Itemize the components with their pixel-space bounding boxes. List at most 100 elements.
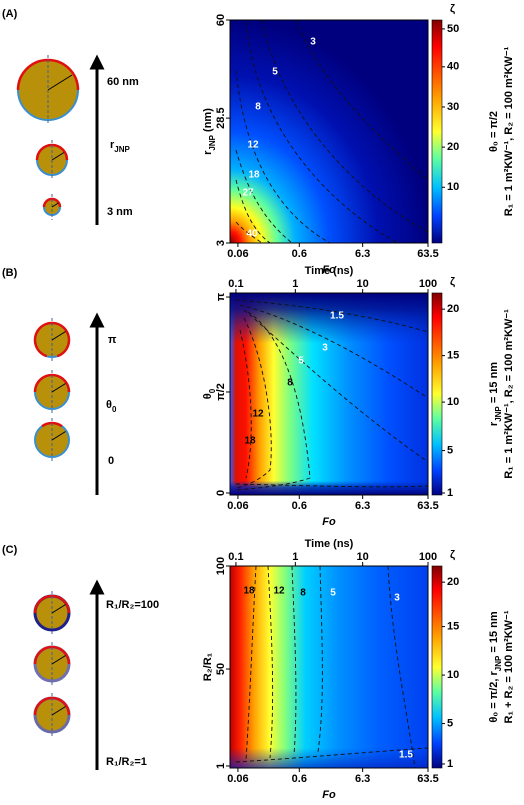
colorbar-tick-label: 15 [447,621,459,633]
condition-part: JNP [494,406,503,422]
particle-radius [51,202,59,208]
top-tick-label: 10 [357,551,369,563]
x-tick-label: 6.3 [355,500,370,512]
contour-label: 5 [272,67,278,78]
plot-frame [229,565,429,769]
contour-label: 1.5 [399,750,413,761]
colorbar-tick-label: 10 [447,396,459,408]
condition-part: = 15 nm [488,611,500,656]
y-tick-label: π [215,292,227,301]
contour-line [245,21,399,244]
condition: θ₀ = π/2, rJNP = 15 nm [488,611,503,723]
particle-radius [51,431,66,441]
y-tick-label: π/2 [215,383,227,401]
x-tick-label: 0.6 [292,773,307,785]
condition-part: JNP [494,655,503,671]
contour-line [235,299,429,333]
contour-line [235,747,429,763]
colorbar-tick-label: 20 [447,141,459,153]
contour-label: 8 [300,588,306,599]
y-axis-label-part: JNP [208,134,217,150]
contour-label: 8 [287,378,293,389]
colorbar-tick-label: 5 [447,444,453,456]
contour-label: 3 [322,343,328,354]
schematic-bottom: 0 [108,455,114,467]
y-tick-label: 28.5 [215,107,227,128]
plot-frame [229,292,429,496]
contour-line [235,483,429,488]
x-tick-label: 0.6 [292,248,307,260]
contour-line [267,565,274,759]
contour-line [235,69,331,244]
y-tick-label: 0 [215,490,227,496]
top-tick-label: 100 [419,551,437,563]
colorbar-tick-label: 10 [447,669,459,681]
particle-radius [51,706,66,716]
condition-part: = 15 nm [488,362,500,407]
condition-part: θ₀ = π/2, r [488,671,500,723]
contour-label: 1.5 [330,311,344,322]
schematic-axis-part: θ [106,399,112,411]
x-tick-label: 0.6 [292,500,307,512]
contour-label: 18 [244,436,256,447]
contour-line [235,149,293,244]
colorbar-title: ζ [450,3,455,15]
y-axis-label: rJNP (nm) [202,108,217,155]
top-tick-label: 1 [292,278,298,290]
y-axis-label-part: 0 [208,388,217,393]
contour-label: 3 [310,37,316,48]
schematic: R₁/R₂=100 R₁/R₂=1 [33,579,159,770]
plot-frame [229,19,429,244]
particle-radius [47,74,73,91]
contour-line [235,317,272,489]
colorbar-tick-label: 20 [447,576,459,588]
contour-label: 12 [273,586,285,597]
y-axis-label-part: r [202,150,214,155]
condition-part: r [488,421,500,426]
x-tick-label: 0.06 [227,773,248,785]
top-tick-label: 0.1 [228,551,243,563]
condition: R₁ = 1 m²KW⁻¹, R₂ = 100 m²KW⁻¹ [503,309,515,479]
colorbar-tick-label: 10 [447,181,459,193]
contour-label: 12 [247,140,259,151]
condition: rJNP = 15 nm [488,362,503,426]
top-tick-label: 10 [357,278,369,290]
colorbar-tick-label: 30 [447,101,459,113]
contour-line [243,309,429,463]
x-axis-label: Fo [322,264,336,276]
y-axis-label: R₂/R₁ [202,652,214,681]
x-tick-label: 63.5 [417,248,438,260]
panel-label: (A) [2,8,18,20]
schematic-bottom: R₁/R₂=1 [106,756,147,768]
condition: R₁ = 1 m²KW⁻¹, R₂ = 100 m²KW⁻¹ [503,46,515,216]
condition-part: R₁ = 1 m²KW⁻¹, R₂ = 100 m²KW⁻¹ [503,46,515,216]
x-axis-label: Fo [322,516,336,528]
x-tick-label: 63.5 [417,773,438,785]
schematic-axis-part: JNP [114,145,130,154]
schematic-top: π [108,334,117,346]
contour-line [239,329,252,479]
heatmap-shade [230,566,428,768]
colorbar-tick-label: 1 [447,487,453,499]
particle-radius [51,383,66,393]
schematic: 60 nm rJNP 3 nm [16,54,139,225]
y-tick-label: 3 [215,240,227,246]
contour-label: 5 [330,588,336,599]
schematic-axis-part: r [110,139,115,151]
particle-radius [51,152,65,161]
x-axis-label: Fo [322,789,336,801]
x-tick-label: 0.06 [227,248,248,260]
colorbar-tick-label: 40 [447,61,459,73]
contour-label: 18 [248,170,260,181]
condition-part: R₁ = 1 m²KW⁻¹, R₂ = 100 m²KW⁻¹ [503,309,515,479]
y-axis-label-part: θ [202,393,214,399]
colorbar-tick-label: 5 [447,717,453,729]
x-tick-label: 0.06 [227,500,248,512]
contour-line [295,19,429,181]
schematic-top: R₁/R₂=100 [106,599,159,611]
top-tick-label: 0.1 [228,278,243,290]
contour-line [235,179,271,244]
x-tick-label: 63.5 [417,500,438,512]
y-tick-label: 1 [215,763,227,769]
